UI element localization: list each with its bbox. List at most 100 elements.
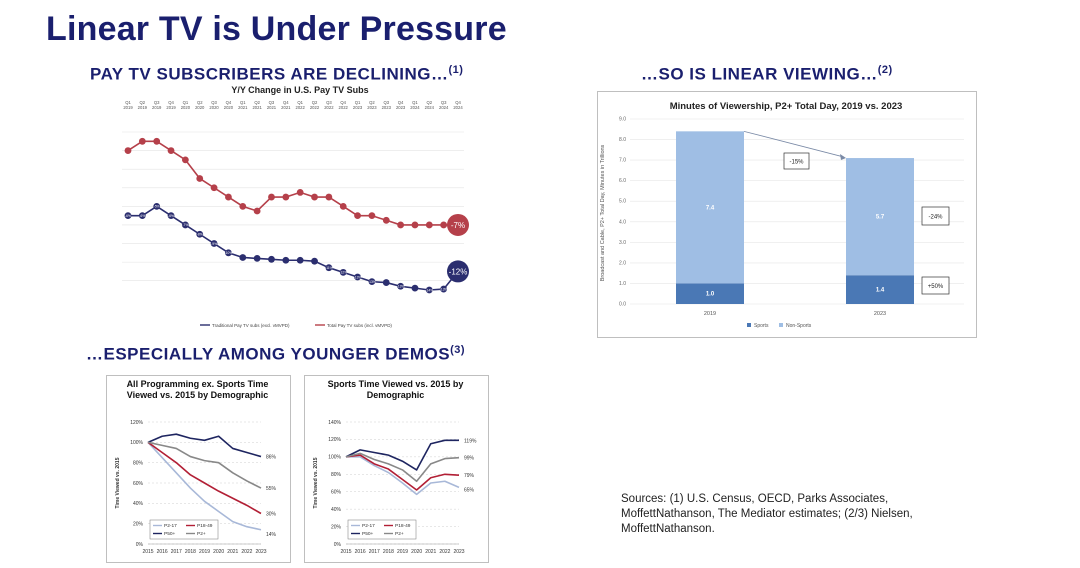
pay-tv-x-tick-quarter: Q4	[340, 100, 346, 105]
traditional-point	[440, 285, 448, 293]
allprog-x-tick: 2017	[171, 549, 182, 555]
pay-tv-x-tick-quarter: Q1	[297, 100, 303, 105]
viewing-chart: Minutes of Viewership, P2+ Total Day, 20…	[600, 101, 964, 329]
section-title-younger-demos: …ESPECIALLY AMONG YOUNGER DEMOS(3)	[86, 344, 465, 365]
traditional-point-label: -13%	[368, 280, 376, 284]
non-sports-change-label: -24%	[928, 215, 943, 221]
pay-tv-x-tick-quarter: Q3	[441, 100, 447, 105]
allprog-line-p2plus	[147, 441, 262, 489]
non-sports-legend-label: Non-Sports	[786, 323, 812, 329]
sports-bar-label: 1.0	[706, 292, 715, 298]
pay-tv-x-tick-quarter: Q3	[154, 100, 160, 105]
viewing-y-tick: 9.0	[619, 117, 626, 123]
total-point	[339, 202, 347, 210]
sports-x-tick: 2016	[355, 549, 366, 555]
traditional-end-bubble	[447, 260, 469, 283]
pay-tv-x-tick-year: 2022	[339, 105, 349, 110]
total-point	[225, 193, 232, 201]
total-change-label: -15%	[789, 160, 804, 166]
pay-tv-x-tick-quarter: Q1	[125, 100, 131, 105]
sports-line-p2plus	[345, 452, 460, 483]
total-point	[354, 212, 361, 220]
sports-y-tick: 140%	[328, 420, 341, 426]
sports-legend-label: Sports	[754, 323, 769, 329]
total-point	[440, 221, 448, 229]
allprog-end-label: 55%	[266, 486, 277, 492]
traditional-point-label: -6%	[168, 214, 174, 218]
allprog-x-tick: 2016	[157, 549, 168, 555]
non-sports-bar-label: 7.4	[706, 205, 715, 211]
traditional-point-label: -5%	[154, 205, 160, 209]
total-point	[296, 189, 304, 196]
sports-end-label: 79%	[464, 473, 475, 479]
pay-tv-x-tick-year: 2022	[296, 105, 306, 110]
sports-bar	[676, 283, 744, 304]
sports-panel	[304, 375, 489, 563]
traditional-point-label: -10%	[225, 251, 233, 255]
pay-tv-x-tick-quarter: Q3	[269, 100, 275, 105]
sports-change-box	[921, 276, 950, 295]
pay-tv-x-axis: Q12019Q22019Q32019Q42019Q12020Q22020Q320…	[123, 100, 463, 110]
non-sports-legend-swatch	[779, 323, 783, 327]
traditional-point	[382, 279, 390, 286]
total-point	[411, 221, 419, 229]
pay-tv-x-tick-quarter: Q1	[183, 100, 189, 105]
allprog-legend-label: P50+	[164, 531, 176, 537]
pay-tv-x-tick-year: 2023	[396, 105, 406, 110]
pay-tv-x-tick-year: 2024	[439, 105, 449, 110]
pay-tv-x-tick-quarter: Q3	[326, 100, 332, 105]
pay-tv-x-tick-quarter: Q2	[369, 100, 375, 105]
sports-y-tick: 0%	[334, 542, 342, 548]
pay-tv-x-tick-year: 2024	[425, 105, 435, 110]
traditional-point	[339, 268, 347, 276]
pay-tv-x-tick-quarter: Q3	[211, 100, 217, 105]
allprog-title-line: Viewed vs. 2015 by Demographic	[127, 390, 268, 400]
allprog-x-tick: 2015	[142, 549, 153, 555]
pay-tv-x-tick-year: 2020	[181, 105, 191, 110]
traditional-point	[282, 256, 290, 264]
pay-tv-x-tick-year: 2022	[324, 105, 334, 110]
allprog-y-axis-label: Time Viewed vs. 2015	[115, 457, 121, 508]
pay-tv-x-tick-quarter: Q1	[240, 100, 246, 105]
traditional-point	[296, 256, 304, 264]
traditional-point	[354, 273, 361, 281]
sports-x-tick: 2015	[340, 549, 351, 555]
pay-tv-chart: Y/Y Change in U.S. Pay TV Subs Q12019Q22…	[122, 85, 469, 328]
total-change-arrow-head	[840, 154, 846, 161]
total-end-bubble	[447, 213, 469, 236]
total-point	[153, 137, 161, 145]
allprog-y-tick: 40%	[133, 501, 144, 507]
allprog-legend: P2-17 P18-49 P50+ P2+	[149, 519, 219, 540]
traditional-end-label: -12%	[449, 267, 468, 276]
allprog-legend-label: P2+	[197, 531, 206, 537]
sports-y-axis-label: Time Viewed vs. 2015	[313, 457, 319, 508]
traditional-point	[225, 249, 232, 257]
pay-tv-gridlines	[122, 131, 464, 282]
sports-y-tick: 100%	[328, 455, 341, 461]
total-legend-label: Total Pay TV subs (incl. vMVPD)	[327, 323, 392, 328]
viewing-chart-title: Minutes of Viewership, P2+ Total Day, 20…	[670, 101, 903, 112]
traditional-point-label: -14%	[425, 288, 433, 292]
sports-x-tick: 2021	[425, 549, 436, 555]
total-point	[311, 193, 318, 201]
pay-tv-x-tick-quarter: Q3	[383, 100, 389, 105]
section-title-pay-tv: PAY TV SUBSCRIBERS ARE DECLINING…(1)	[90, 64, 463, 85]
total-end-label: -7%	[451, 221, 465, 230]
total-point	[253, 207, 261, 215]
sports-y-tick: 60%	[331, 490, 342, 496]
pay-tv-x-tick-quarter: Q4	[455, 100, 461, 105]
sports-end-label: 119%	[464, 438, 477, 444]
traditional-point-label: -6%	[125, 214, 131, 218]
total-point	[382, 216, 390, 224]
traditional-point	[311, 257, 318, 265]
allprog-y-tick: 80%	[133, 460, 144, 466]
section-title-linear-viewing-ref: (2)	[877, 64, 893, 76]
pay-tv-x-tick-year: 2022	[310, 105, 320, 110]
sports-x-tick: 2019	[397, 549, 408, 555]
pay-tv-x-tick-year: 2021	[267, 105, 277, 110]
allprog-y-tick: 60%	[133, 481, 144, 487]
sports-end-label: 65%	[464, 487, 475, 493]
traditional-point-label: -13%	[397, 285, 405, 289]
non-sports-change-box	[921, 206, 950, 226]
pay-tv-x-tick-year: 2023	[367, 105, 377, 110]
